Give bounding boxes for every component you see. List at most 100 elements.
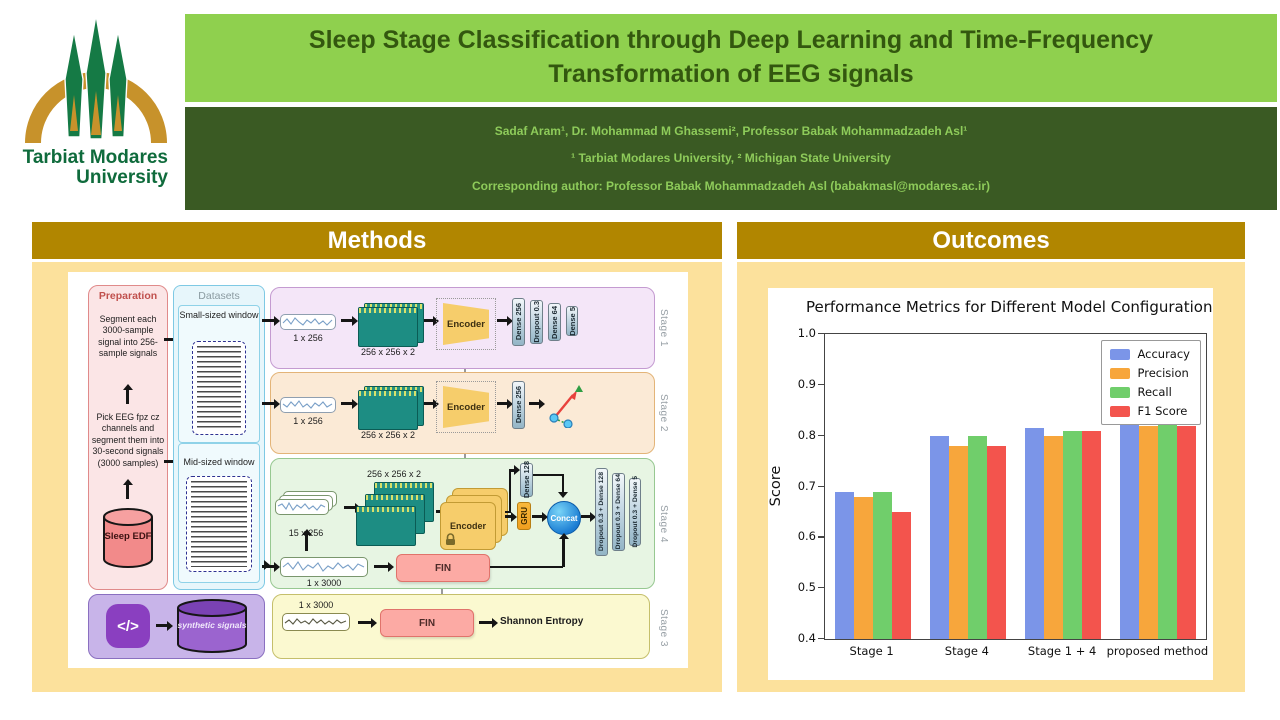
legend-item: Recall xyxy=(1110,385,1190,399)
university-logo: Tarbiat Modares University xyxy=(8,3,183,198)
preparation-title: Preparation xyxy=(98,290,158,302)
legend-swatch xyxy=(1110,386,1131,398)
x-tick-label: Stage 1 + 4 xyxy=(1027,644,1097,658)
sleep-edf-label: Sleep EDF xyxy=(104,531,152,542)
x-tick-label: proposed method xyxy=(1106,644,1209,658)
connector-segment xyxy=(509,469,511,513)
arrow-right-icon xyxy=(497,398,513,409)
arrow-up-icon xyxy=(122,479,133,499)
arrow-right-icon xyxy=(262,315,280,326)
page-title: Sleep Stage Classification through Deep … xyxy=(308,26,1154,88)
arrow-right-icon xyxy=(505,511,517,522)
stage2-encoder: Encoder xyxy=(436,381,496,433)
chart-bar xyxy=(1044,435,1064,639)
stage3-input-label: 1 x 3000 xyxy=(298,600,334,610)
gru-layer-bar: GRU xyxy=(517,502,531,530)
chart-bar xyxy=(872,491,892,639)
y-tick-label: 1.0 xyxy=(797,326,816,340)
dropout-layer-bar: Dropout 0.3 xyxy=(530,300,543,344)
chart-bar xyxy=(1177,425,1197,639)
dense-layer-bar: Dense 128 xyxy=(520,461,533,499)
chart-bar xyxy=(948,445,968,639)
y-tick-label: 0.8 xyxy=(797,427,816,442)
legend-swatch xyxy=(1110,405,1131,417)
corresponding-author-line: Corresponding author: Professor Babak Mo… xyxy=(471,179,991,194)
arrow-right-icon xyxy=(374,561,394,572)
lock-icon xyxy=(446,533,455,545)
y-tick-label: 0.7 xyxy=(797,478,816,493)
database-icon xyxy=(177,599,247,653)
dense-layer-bar: Dense 64 xyxy=(548,303,561,341)
x-tick-label: Stage 4 xyxy=(944,644,989,658)
encoder-trapezoid: Encoder xyxy=(443,303,489,345)
chart-bar xyxy=(834,491,854,639)
chart-bar xyxy=(1158,420,1178,639)
database-icon xyxy=(103,508,153,568)
chart-bar xyxy=(967,435,987,639)
legend-swatch xyxy=(1110,367,1131,379)
x-tick-label: Stage 1 xyxy=(849,644,894,658)
arrow-right-icon xyxy=(156,620,173,631)
legend-item: F1 Score xyxy=(1110,404,1190,418)
code-icon: </> xyxy=(106,604,150,648)
y-tick-label: 0.9 xyxy=(797,376,816,391)
mid-window-label: Mid-sized window xyxy=(183,457,255,467)
stage4-stack-label: 256 x 256 x 2 xyxy=(366,469,422,479)
stage4-raw-label: 1 x 3000 xyxy=(306,578,342,588)
arrow-right-icon xyxy=(424,398,439,409)
arrow-right-icon xyxy=(341,315,358,326)
chart-bar xyxy=(1063,430,1083,639)
chart-bar xyxy=(853,496,873,639)
synthetic-signals-database: synthetic signals xyxy=(174,598,250,656)
legend-item: Accuracy xyxy=(1110,347,1190,361)
authors-band: Sadaf Aram¹, Dr. Mohammad M Ghassemi², P… xyxy=(185,107,1277,210)
stage1-stack-label: 256 x 256 x 2 xyxy=(360,347,416,357)
concat-node: Concat xyxy=(547,501,581,535)
arrow-up-icon xyxy=(301,529,312,551)
waveform-icon xyxy=(282,400,333,409)
y-tick-mark xyxy=(818,383,824,386)
methods-header-label: Methods xyxy=(327,226,427,254)
preparation-step-bottom: Pick EEG fpz cz channels and segment the… xyxy=(91,412,165,468)
chart-bar xyxy=(1139,425,1159,639)
mid-window-signals xyxy=(186,476,252,572)
stage2-stack-label: 256 x 256 x 2 xyxy=(360,430,416,440)
signal-chip xyxy=(280,314,336,330)
arrow-right-icon xyxy=(532,511,548,522)
scatter-plot-icon xyxy=(549,385,583,428)
small-window-signals xyxy=(192,341,246,435)
arrow-right-icon xyxy=(341,398,358,409)
spectrogram-stack xyxy=(358,386,424,430)
chart-bar xyxy=(891,511,911,639)
signal-chip xyxy=(280,557,368,577)
stage4-encoder-label: Encoder xyxy=(449,521,486,531)
spectrogram-stack xyxy=(358,303,424,347)
y-tick-mark xyxy=(818,333,824,335)
connector-segment xyxy=(533,474,563,476)
legend-item: Precision xyxy=(1110,366,1190,380)
stage2-label: Stage 2 xyxy=(658,394,669,432)
dense-layer-bar: Dense 5 xyxy=(566,306,578,336)
connector-segment xyxy=(490,566,563,568)
arrow-right-icon xyxy=(529,398,545,409)
arrow-right-icon xyxy=(424,315,439,326)
stage2-input-label: 1 x 256 xyxy=(293,416,323,426)
title-bar: Sleep Stage Classification through Deep … xyxy=(185,14,1277,102)
legend-label: Precision xyxy=(1137,366,1189,380)
stage4-encoder-stack: Encoder xyxy=(440,488,508,550)
waveform-icon xyxy=(277,501,326,511)
signal-chip xyxy=(282,613,350,631)
datasets-title: Datasets xyxy=(198,290,240,302)
arrow-right-icon xyxy=(262,398,280,409)
chart-title: Performance Metrics for Different Model … xyxy=(806,298,1213,316)
y-tick-mark xyxy=(818,587,824,589)
legend-swatch xyxy=(1110,348,1131,360)
arrow-right-icon xyxy=(358,617,377,628)
methods-header: Methods xyxy=(32,222,722,259)
y-tick-mark xyxy=(818,434,824,436)
chart-bar xyxy=(929,435,949,639)
logo-text-line2: University xyxy=(76,167,168,188)
preparation-step-top: Segment each 3000-sample signal into 256… xyxy=(98,314,158,359)
window-chip-stack xyxy=(275,491,341,525)
